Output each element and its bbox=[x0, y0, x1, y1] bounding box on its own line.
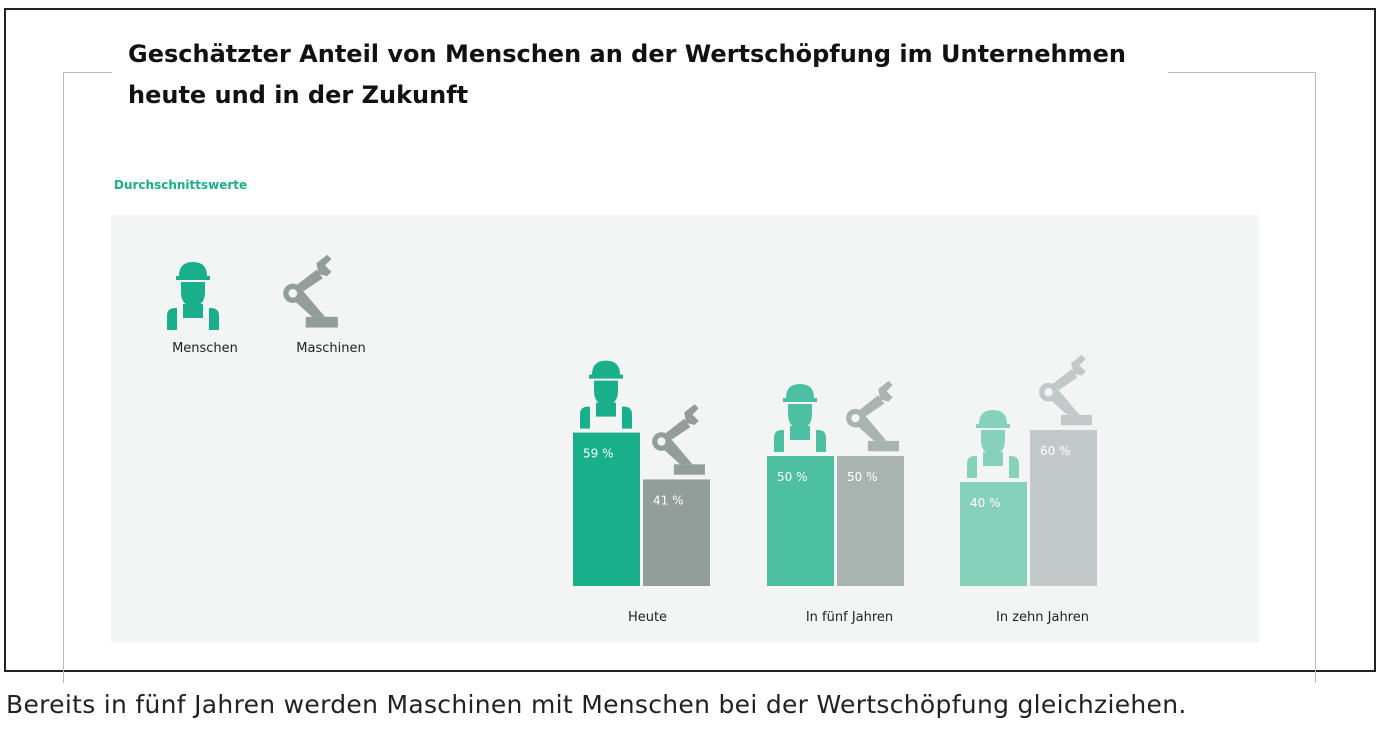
bar-maschinen-0 bbox=[643, 479, 710, 586]
bar-menschen-2 bbox=[960, 482, 1027, 586]
legend: Menschen Maschinen bbox=[167, 254, 366, 356]
category-label: In zehn Jahren bbox=[996, 610, 1089, 625]
bar-maschinen-1 bbox=[837, 456, 904, 586]
bar-value-label: 50 % bbox=[777, 470, 808, 484]
category-label: Heute bbox=[628, 610, 667, 625]
bar-menschen-1 bbox=[767, 456, 834, 586]
figure-caption: Bereits in fünf Jahren werden Maschinen … bbox=[6, 690, 1187, 719]
bar-value-label: 60 % bbox=[1040, 444, 1071, 458]
bar-menschen-0 bbox=[573, 432, 640, 586]
bar-value-label: 59 % bbox=[583, 447, 614, 461]
category-label: In fünf Jahren bbox=[806, 610, 893, 625]
bar-maschinen-2 bbox=[1030, 430, 1097, 586]
bar-value-label: 50 % bbox=[847, 470, 878, 484]
chart-title: Geschätzter Anteil von Menschen an der W… bbox=[112, 34, 1168, 116]
bar-value-label: 40 % bbox=[970, 496, 1001, 510]
legend-label-maschinen: Maschinen bbox=[296, 341, 365, 356]
title-line-2: heute und in der Zukunft bbox=[128, 81, 469, 109]
legend-label-menschen: Menschen bbox=[172, 341, 238, 356]
chart-subtitle: Durchschnittswerte bbox=[114, 178, 248, 192]
bar-value-label: 41 % bbox=[653, 493, 684, 507]
title-line-1: Geschätzter Anteil von Menschen an der W… bbox=[128, 40, 1126, 68]
figure-frame bbox=[4, 8, 1376, 672]
